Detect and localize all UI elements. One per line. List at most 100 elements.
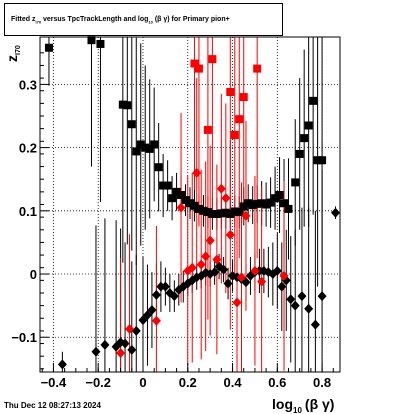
- data-point-s0-41: [291, 178, 300, 187]
- data-point-s3-2: [151, 315, 161, 326]
- y-tick-label-0: −0.1: [11, 330, 37, 345]
- data-point-s1-26: [219, 264, 229, 275]
- x-tick-label-3: 0.2: [179, 375, 197, 390]
- data-point-s0-8: [141, 143, 150, 152]
- x-tick-label-6: 0.8: [313, 375, 331, 390]
- data-point-s3-14: [232, 297, 242, 308]
- data-point-s2-6: [235, 115, 244, 124]
- data-point-s1-44: [304, 303, 314, 314]
- data-point-s1-9: [142, 310, 152, 321]
- data-point-s0-43: [300, 134, 309, 143]
- data-point-s3-7: [196, 259, 206, 270]
- data-point-s3-0: [116, 348, 126, 359]
- y-tick-label-1: 0: [30, 267, 37, 282]
- data-point-s0-12: [159, 181, 168, 190]
- data-point-s0-35: [262, 200, 271, 209]
- data-point-s1-5: [120, 338, 130, 349]
- data-point-s1-38: [272, 265, 282, 276]
- data-point-s3-19: [279, 270, 289, 281]
- data-point-s1-8: [138, 315, 148, 326]
- data-point-s3-9: [205, 235, 215, 246]
- data-point-s3-16: [241, 210, 251, 221]
- y-tick-label-3: 0.2: [19, 141, 37, 156]
- data-point-s1-31: [241, 277, 251, 288]
- data-point-s2-3: [208, 55, 217, 64]
- data-point-s0-17: [181, 196, 190, 205]
- x-axis-title: log10 (β γ): [272, 396, 334, 414]
- data-point-s1-27: [223, 278, 233, 289]
- data-point-s0-5: [127, 120, 136, 129]
- data-point-s1-43: [297, 291, 307, 302]
- data-point-s3-5: [187, 262, 197, 273]
- x-tick-label-4: 0.4: [223, 375, 242, 390]
- data-point-s0-40: [284, 204, 293, 213]
- title-part-1: Fitted z: [11, 16, 36, 23]
- data-point-s1-46: [317, 291, 327, 302]
- data-point-s0-13: [163, 181, 172, 190]
- data-point-s0-45: [309, 96, 318, 105]
- data-point-s0-36: [266, 198, 275, 207]
- data-point-s0-29: [235, 208, 244, 217]
- data-point-s3-17: [250, 265, 260, 276]
- data-point-s0-6: [132, 147, 141, 156]
- title-part-2: versus TpcTrackLength and log: [41, 16, 149, 23]
- data-point-s0-38: [275, 191, 284, 200]
- data-point-s3-3: [176, 202, 186, 213]
- data-point-s1-11: [151, 289, 161, 300]
- data-point-s3-11: [216, 183, 226, 194]
- data-point-s0-27: [226, 209, 235, 218]
- title-sub-2: 10: [148, 19, 153, 25]
- data-point-s0-16: [177, 191, 186, 200]
- x-tick-label-5: 0.6: [268, 375, 286, 390]
- chart-title: Fitted zI70 versus TpcTrackLength and lo…: [11, 16, 230, 24]
- data-point-s1-39: [277, 281, 287, 292]
- data-point-s3-13: [225, 229, 235, 240]
- data-point-s3-8: [201, 251, 211, 262]
- data-point-s0-20: [194, 204, 203, 213]
- data-point-s0-22: [203, 208, 212, 217]
- x-tick-label-0: −0.4: [41, 375, 67, 390]
- data-point-s0-3: [118, 100, 127, 109]
- data-point-s2-0: [190, 59, 199, 68]
- data-point-s0-23: [208, 209, 217, 218]
- data-point-s0-0: [44, 43, 53, 52]
- data-point-s1-2: [100, 339, 110, 350]
- data-point-s1-24: [210, 267, 220, 278]
- data-point-s0-31: [244, 199, 253, 208]
- data-point-s0-14: [168, 194, 177, 203]
- data-point-s0-42: [295, 149, 304, 158]
- x-tick-label-2: 0: [139, 375, 146, 390]
- data-point-s3-1: [125, 324, 135, 335]
- data-point-s0-32: [248, 201, 257, 210]
- data-point-s0-9: [145, 144, 154, 153]
- data-point-s1-13: [160, 281, 170, 292]
- data-point-s1-15: [169, 291, 179, 302]
- timestamp: Thu Dec 12 08:27:13 2024: [4, 401, 101, 410]
- title-box: Fitted zI70 versus TpcTrackLength and lo…: [4, 3, 283, 36]
- y-tick-label-4: 0.3: [19, 77, 37, 92]
- data-point-s2-4: [226, 87, 235, 96]
- data-point-s0-34: [257, 199, 266, 208]
- data-point-s0-2: [96, 39, 105, 48]
- data-point-s0-19: [190, 201, 199, 210]
- data-point-s2-2: [203, 125, 212, 134]
- data-point-s0-18: [186, 199, 194, 208]
- data-point-s0-4: [123, 101, 132, 110]
- data-point-s0-44: [304, 121, 313, 130]
- title-part-3: (β γ) for Primary pion+: [152, 16, 230, 23]
- data-point-s0-7: [136, 140, 145, 149]
- data-point-s2-5: [230, 130, 239, 139]
- data-point-s0-1: [87, 36, 96, 45]
- data-point-s1-47: [331, 207, 341, 218]
- data-point-s0-37: [271, 194, 280, 203]
- y-tick-label-2: 0.1: [19, 204, 37, 219]
- data-point-s0-24: [212, 209, 221, 218]
- data-point-s0-39: [280, 199, 289, 208]
- data-point-s2-1: [194, 64, 203, 73]
- data-point-s0-47: [318, 156, 327, 165]
- data-point-s0-21: [199, 206, 208, 215]
- data-point-s0-11: [154, 163, 163, 172]
- data-point-s0-26: [221, 208, 230, 217]
